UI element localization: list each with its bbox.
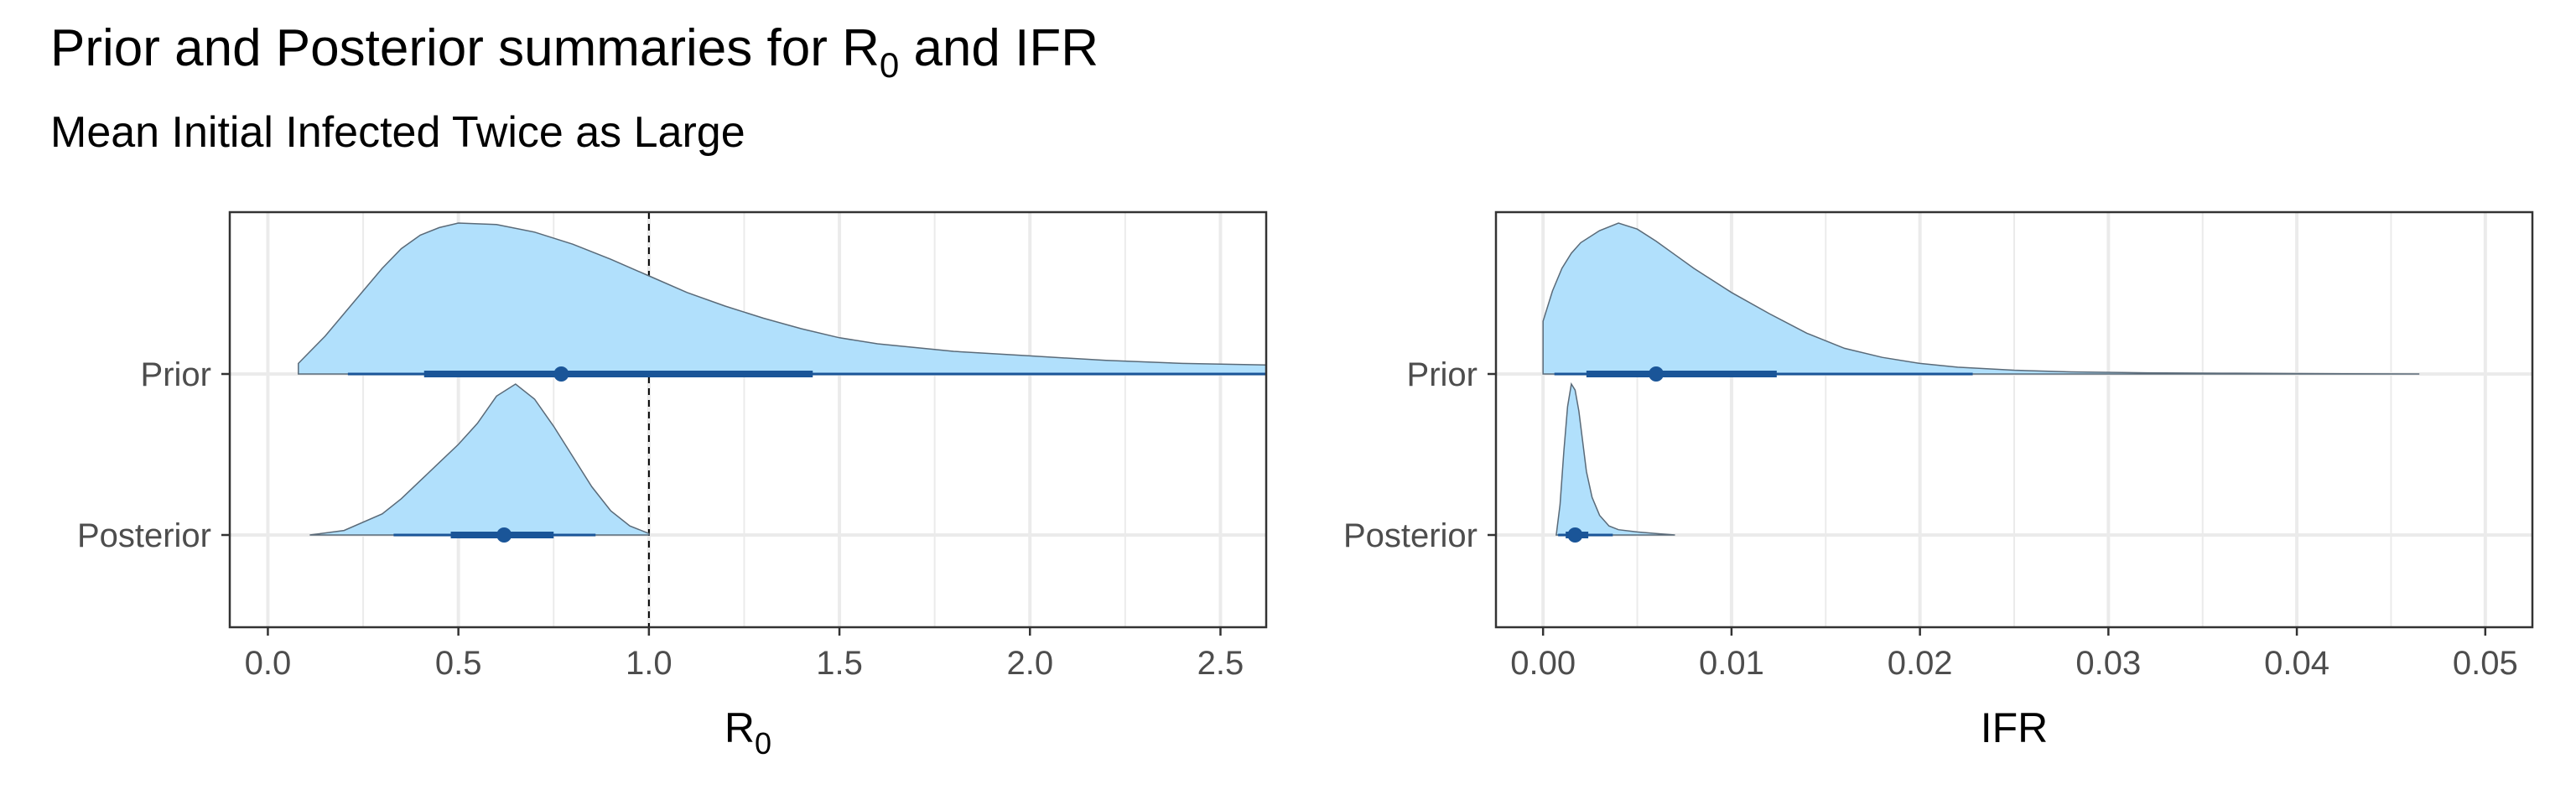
x-tick-label: 0.02 <box>1888 645 1953 682</box>
point-estimate-posterior <box>1567 527 1583 543</box>
panel-content <box>298 212 1266 627</box>
chart-subtitle: Mean Initial Infected Twice as Large <box>50 108 745 157</box>
title-text: Prior and Posterior summaries for R <box>50 19 880 77</box>
x-axis-title-main: IFR <box>1981 704 2049 751</box>
title-text-end: and IFR <box>899 19 1098 77</box>
x-axis-title: IFR <box>1981 704 2049 751</box>
x-tick-label: 2.0 <box>1006 645 1053 682</box>
y-tick-label-prior: Prior <box>141 356 211 393</box>
chart-panel-2: Prior Posterior 0.00 0.01 0.02 0.03 0.04 0.05 IF… <box>1343 210 2534 751</box>
x-axis-title: R0 <box>724 704 771 761</box>
panel-border <box>1494 210 2534 629</box>
density-posterior <box>1555 382 1675 536</box>
y-tick-label-posterior: Posterior <box>77 517 211 554</box>
x-tick-label: 0.03 <box>2075 645 2141 682</box>
x-tick-label: 2.5 <box>1197 645 1244 682</box>
point-estimate-prior <box>1649 366 1665 382</box>
x-tick-label: 1.0 <box>626 645 673 682</box>
title-subscript: 0 <box>879 45 900 85</box>
chart-title: Prior and Posterior summaries for R0 and… <box>50 18 1098 83</box>
point-estimate-prior <box>553 366 569 382</box>
x-tick-label: 0.5 <box>435 645 482 682</box>
panel-border <box>228 210 1268 629</box>
x-axis-title-main: R <box>724 704 755 751</box>
density-posterior <box>309 383 650 536</box>
x-tick-label: 0.01 <box>1699 645 1764 682</box>
y-tick-label-posterior: Posterior <box>1343 517 1478 554</box>
point-estimate-posterior <box>496 527 512 543</box>
x-tick-label: 0.05 <box>2453 645 2518 682</box>
x-axis-title-subscript: 0 <box>755 726 771 761</box>
x-tick-label: 1.5 <box>816 645 863 682</box>
density-prior <box>298 222 1266 375</box>
x-tick-label: 0.0 <box>245 645 292 682</box>
x-tick-label: 0.00 <box>1510 645 1576 682</box>
panel-content <box>1542 222 2420 543</box>
density-prior <box>1542 222 2420 375</box>
y-tick-label-prior: Prior <box>1407 356 1478 393</box>
chart-panel-1: Prior Posterior 0.0 0.5 1.0 1.5 2.0 2.5 R0 <box>77 210 1268 761</box>
x-tick-label: 0.04 <box>2264 645 2329 682</box>
